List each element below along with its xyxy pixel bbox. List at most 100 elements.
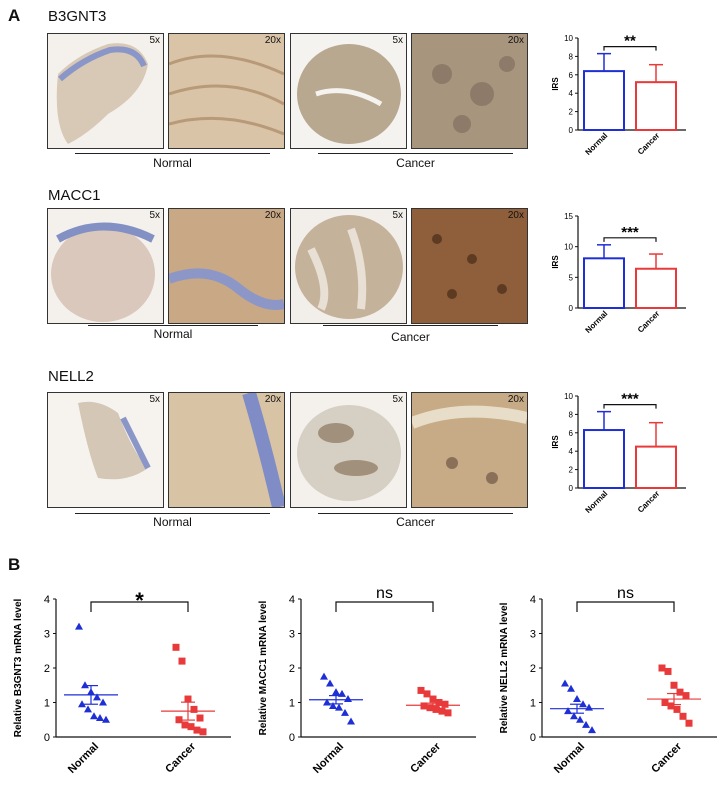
significance-label: *** — [621, 391, 639, 408]
data-point-cancer — [435, 699, 443, 706]
y-tick-label: 15 — [564, 212, 573, 221]
magnification-label: 20x — [264, 210, 281, 221]
irs-bar-chart-nell2: 0 2 4 6 8 10 IRS Normal Cancer *** — [550, 380, 720, 530]
data-point-normal — [329, 701, 337, 709]
x-tick-label: Normal — [552, 741, 587, 776]
y-tick-label: 4 — [530, 594, 536, 606]
data-point-cancer — [420, 702, 428, 710]
ihc-image-macc1-cancer-20x: 20x — [411, 208, 528, 324]
y-tick-label: 4 — [569, 447, 574, 456]
y-axis-title: Relative B3GNT3 mRNA level — [13, 598, 24, 737]
y-tick-label: 8 — [569, 410, 574, 419]
ihc-image-macc1-cancer-5x: 5x — [290, 208, 407, 324]
y-tick-label: 2 — [569, 466, 574, 475]
bar-cancer — [635, 267, 677, 309]
significance-bracket — [603, 46, 657, 51]
data-point-normal — [564, 707, 572, 715]
data-point-normal — [332, 688, 340, 696]
data-point-cancer — [679, 712, 687, 720]
magnification-label: 20x — [507, 35, 524, 46]
data-point-cancer — [178, 657, 186, 665]
cancer-group-label: Cancer — [396, 156, 435, 170]
data-point-cancer — [190, 705, 198, 713]
data-point-normal — [326, 679, 334, 687]
y-axis-title: IRS — [551, 255, 560, 269]
data-point-cancer — [667, 702, 675, 710]
y-tick-label: 4 — [289, 594, 295, 606]
data-point-cancer — [196, 714, 204, 722]
ihc-image-b3gnt3-normal-5x: 5x — [47, 33, 164, 149]
magnification-label: 5x — [149, 35, 160, 46]
ihc-image-nell2-normal-20x: 20x — [168, 392, 285, 508]
significance-label: ns — [617, 585, 634, 602]
y-tick-label: 10 — [564, 243, 573, 252]
data-point-cancer — [181, 721, 189, 729]
x-tick-label: Normal — [66, 741, 101, 776]
cancer-group-line — [323, 325, 498, 326]
magnification-label: 5x — [149, 394, 160, 405]
data-point-normal — [81, 681, 89, 689]
normal-group-line — [75, 513, 270, 514]
data-point-cancer — [429, 695, 437, 703]
y-tick-label: 10 — [564, 34, 573, 43]
ihc-image-b3gnt3-cancer-5x: 5x — [290, 33, 407, 149]
data-point-cancer — [423, 690, 431, 698]
data-point-normal — [561, 679, 569, 687]
data-point-cancer — [676, 688, 684, 696]
cancer-group-label: Cancer — [391, 330, 430, 344]
data-point-cancer — [682, 692, 690, 700]
data-point-cancer — [199, 728, 207, 736]
data-point-normal — [84, 705, 92, 713]
significance-label: *** — [621, 224, 639, 241]
significance-bracket — [576, 601, 675, 612]
y-axis-title: Relative NELL2 mRNA level — [499, 602, 510, 733]
bar-normal — [583, 257, 625, 309]
y-tick-label: 8 — [569, 52, 574, 61]
ihc-image-nell2-cancer-5x: 5x — [290, 392, 407, 508]
y-tick-label: 0 — [289, 732, 295, 744]
magnification-label: 20x — [264, 35, 281, 46]
x-tick-label: Normal — [584, 489, 610, 515]
y-tick-label: 10 — [564, 392, 573, 401]
normal-group-line — [88, 325, 258, 326]
data-point-normal — [102, 715, 110, 723]
significance-bracket — [90, 601, 189, 612]
data-point-normal — [582, 720, 590, 728]
ihc-image-b3gnt3-cancer-20x: 20x — [411, 33, 528, 149]
y-tick-label: 3 — [289, 629, 295, 641]
ihc-image-nell2-cancer-20x: 20x — [411, 392, 528, 508]
significance-label: ** — [624, 33, 636, 50]
data-point-normal — [96, 714, 104, 722]
x-tick-label: Cancer — [636, 489, 662, 515]
x-tick-label: Cancer — [649, 740, 684, 775]
data-point-normal — [347, 717, 355, 725]
data-point-normal — [588, 726, 596, 734]
normal-group-label: Normal — [153, 327, 193, 341]
data-point-normal — [570, 712, 578, 720]
data-point-cancer — [438, 707, 446, 715]
gene-label-nell2: NELL2 — [48, 368, 94, 385]
y-tick-label: 2 — [530, 663, 536, 675]
y-tick-label: 3 — [44, 629, 50, 641]
bar-normal — [583, 70, 625, 131]
ihc-image-macc1-normal-20x: 20x — [168, 208, 285, 324]
ihc-image-b3gnt3-normal-20x: 20x — [168, 33, 285, 149]
y-tick-label: 0 — [44, 732, 50, 744]
bar-normal — [583, 429, 625, 489]
data-point-normal — [341, 708, 349, 716]
normal-group-label: Normal — [153, 515, 192, 529]
data-point-normal — [93, 693, 101, 701]
significance-bracket — [335, 601, 434, 612]
mrna-scatter-macc1: 0 1 2 3 4 Relative MACC1 mRNA level Normal Canc… — [245, 575, 485, 785]
ihc-image-macc1-normal-5x: 5x — [47, 208, 164, 324]
data-point-normal — [90, 712, 98, 720]
data-point-cancer — [172, 643, 180, 651]
y-tick-label: 1 — [530, 698, 536, 710]
significance-bracket — [603, 237, 657, 242]
data-point-normal — [99, 698, 107, 706]
ihc-image-nell2-normal-5x: 5x — [47, 392, 164, 508]
data-point-cancer — [184, 695, 192, 703]
data-point-cancer — [661, 699, 669, 706]
data-point-cancer — [658, 664, 666, 672]
panel-b-label: B — [8, 555, 21, 574]
